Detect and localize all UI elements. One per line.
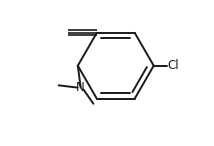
Text: N: N: [76, 81, 85, 94]
Text: Cl: Cl: [167, 59, 179, 72]
